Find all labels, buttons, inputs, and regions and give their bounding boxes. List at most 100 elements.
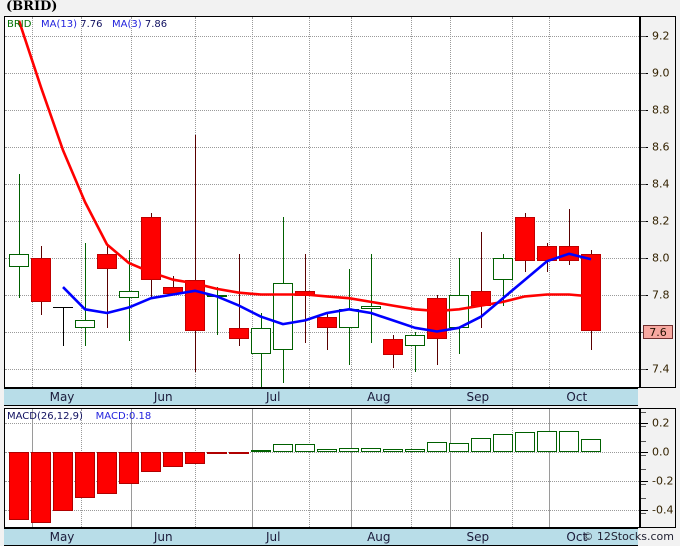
macd-axis-tick xyxy=(641,423,648,425)
price-gridline xyxy=(5,183,639,185)
last-price-flag: 7.6 xyxy=(643,324,673,339)
macd-chart-panel[interactable]: 0.2 0.0 -0.2 -0.4 xyxy=(4,408,676,528)
price-axis-minor-tick xyxy=(641,35,646,37)
price-axis-label: 8.6 xyxy=(652,140,670,153)
ma13-line xyxy=(17,20,592,313)
macd-histogram-bar xyxy=(31,452,51,523)
price-month-label: Jun xyxy=(153,390,173,404)
macd-histogram-bar xyxy=(251,450,271,453)
macd-y-axis: 0.2 0.0 -0.2 -0.4 xyxy=(639,409,675,527)
price-axis-label: 8.2 xyxy=(652,214,670,227)
price-gridline xyxy=(5,257,639,259)
price-month-label: Jul xyxy=(265,390,281,404)
macd-month-gridline xyxy=(195,409,196,527)
price-axis-minor-tick xyxy=(641,220,646,222)
price-plot-area[interactable] xyxy=(5,17,639,387)
price-gridline xyxy=(5,146,639,148)
price-axis-label: 7.8 xyxy=(652,288,670,301)
month-gridline xyxy=(450,17,452,387)
legend-ma13-label: MA(13) xyxy=(41,19,78,30)
macd-axis-label: -0.2 xyxy=(652,474,674,488)
macd-month-gridline xyxy=(549,409,551,527)
legend-macd-value: MACD:0.18 xyxy=(95,411,152,422)
macd-histogram-bar xyxy=(9,452,29,520)
macd-histogram-bar xyxy=(427,442,447,453)
price-gridline xyxy=(5,35,639,37)
candle-body xyxy=(361,305,381,310)
candle-body xyxy=(53,307,73,309)
candle-body xyxy=(9,253,29,267)
price-legend: BRID MA(13) 7.76 MA(3) 7.86 xyxy=(7,19,167,30)
copyright-notice: © 12Stocks.com xyxy=(582,530,674,543)
price-gridline xyxy=(5,368,639,370)
price-axis-minor-tick xyxy=(641,146,646,148)
macd-month-gridline xyxy=(410,409,412,527)
price-chart-panel[interactable]: 7.47.67.88.08.28.48.68.89.09.27.6 xyxy=(4,16,676,388)
price-x-axis-months: May Jun Jul Aug Sep Oct xyxy=(4,388,638,406)
macd-histogram-bar xyxy=(471,437,491,453)
month-gridline xyxy=(549,17,551,387)
macd-histogram-bar xyxy=(339,447,359,453)
macd-gridline xyxy=(5,509,639,511)
legend-macd-params: MACD(26,12,9) xyxy=(7,411,83,422)
month-gridline xyxy=(80,17,82,387)
legend-ma13-value: 7.76 xyxy=(80,19,103,30)
candle-body xyxy=(383,338,403,356)
candle-body xyxy=(427,298,447,339)
price-month-label: Sep xyxy=(466,390,490,404)
price-axis-label: 7.4 xyxy=(652,362,670,375)
macd-axis-minor-tick xyxy=(641,483,646,485)
macd-axis-minor-tick xyxy=(641,512,646,514)
macd-histogram-bar xyxy=(273,444,293,453)
candle-wick xyxy=(216,287,218,336)
candle-wick xyxy=(414,331,416,373)
moving-average-overlay xyxy=(17,20,592,333)
candle-wick xyxy=(106,246,108,328)
price-axis-minor-tick xyxy=(641,72,646,74)
price-axis-minor-tick xyxy=(641,183,646,185)
macd-axis-tick xyxy=(641,452,648,454)
macd-axis-label: 0.2 xyxy=(652,416,670,430)
candle-body xyxy=(581,253,601,332)
macd-histogram-bar xyxy=(185,452,205,464)
candle-body xyxy=(317,316,337,328)
month-gridline xyxy=(252,17,254,387)
macd-histogram-bar xyxy=(559,431,579,453)
macd-x-axis-months: May Jun Jul Aug Sep Oct xyxy=(4,528,638,546)
page-title: (BRID) xyxy=(6,0,58,14)
macd-gridline xyxy=(5,481,639,482)
candle-body xyxy=(141,216,161,280)
candle-wick xyxy=(238,253,240,347)
macd-month-gridline xyxy=(450,409,452,527)
price-axis-minor-tick xyxy=(641,109,646,111)
macd-legend: MACD(26,12,9) MACD:0.18 xyxy=(7,411,151,422)
month-gridline xyxy=(511,17,513,387)
price-y-axis: 7.47.67.88.08.28.48.68.89.09.27.6 xyxy=(639,17,675,387)
candle-body xyxy=(251,327,271,354)
macd-axis-minor-tick xyxy=(641,455,646,456)
macd-axis-minor-tick xyxy=(641,411,646,413)
price-gridline xyxy=(5,72,639,74)
macd-axis-minor-tick xyxy=(641,440,646,442)
price-gridline xyxy=(5,109,639,111)
macd-histogram-bar xyxy=(53,452,73,512)
macd-histogram-bar xyxy=(163,452,183,467)
candle-wick xyxy=(84,242,86,347)
macd-histogram-bar xyxy=(141,452,161,473)
macd-month-label: Sep xyxy=(466,530,490,544)
candle-body xyxy=(75,320,95,328)
candle-wick xyxy=(18,174,20,299)
price-month-label: Oct xyxy=(566,390,588,404)
macd-month-label: Jun xyxy=(153,530,173,544)
macd-axis-tick xyxy=(641,481,648,482)
candle-wick xyxy=(194,135,196,373)
macd-axis-minor-tick xyxy=(641,426,646,428)
price-axis-label: 9.0 xyxy=(652,66,670,79)
macd-plot-area[interactable] xyxy=(5,409,639,527)
price-axis-minor-tick xyxy=(641,368,646,370)
macd-histogram-bar xyxy=(405,448,425,453)
candle-wick xyxy=(172,276,174,295)
month-gridline xyxy=(32,17,34,387)
candle-body xyxy=(229,327,249,339)
macd-histogram-bar xyxy=(97,452,117,494)
